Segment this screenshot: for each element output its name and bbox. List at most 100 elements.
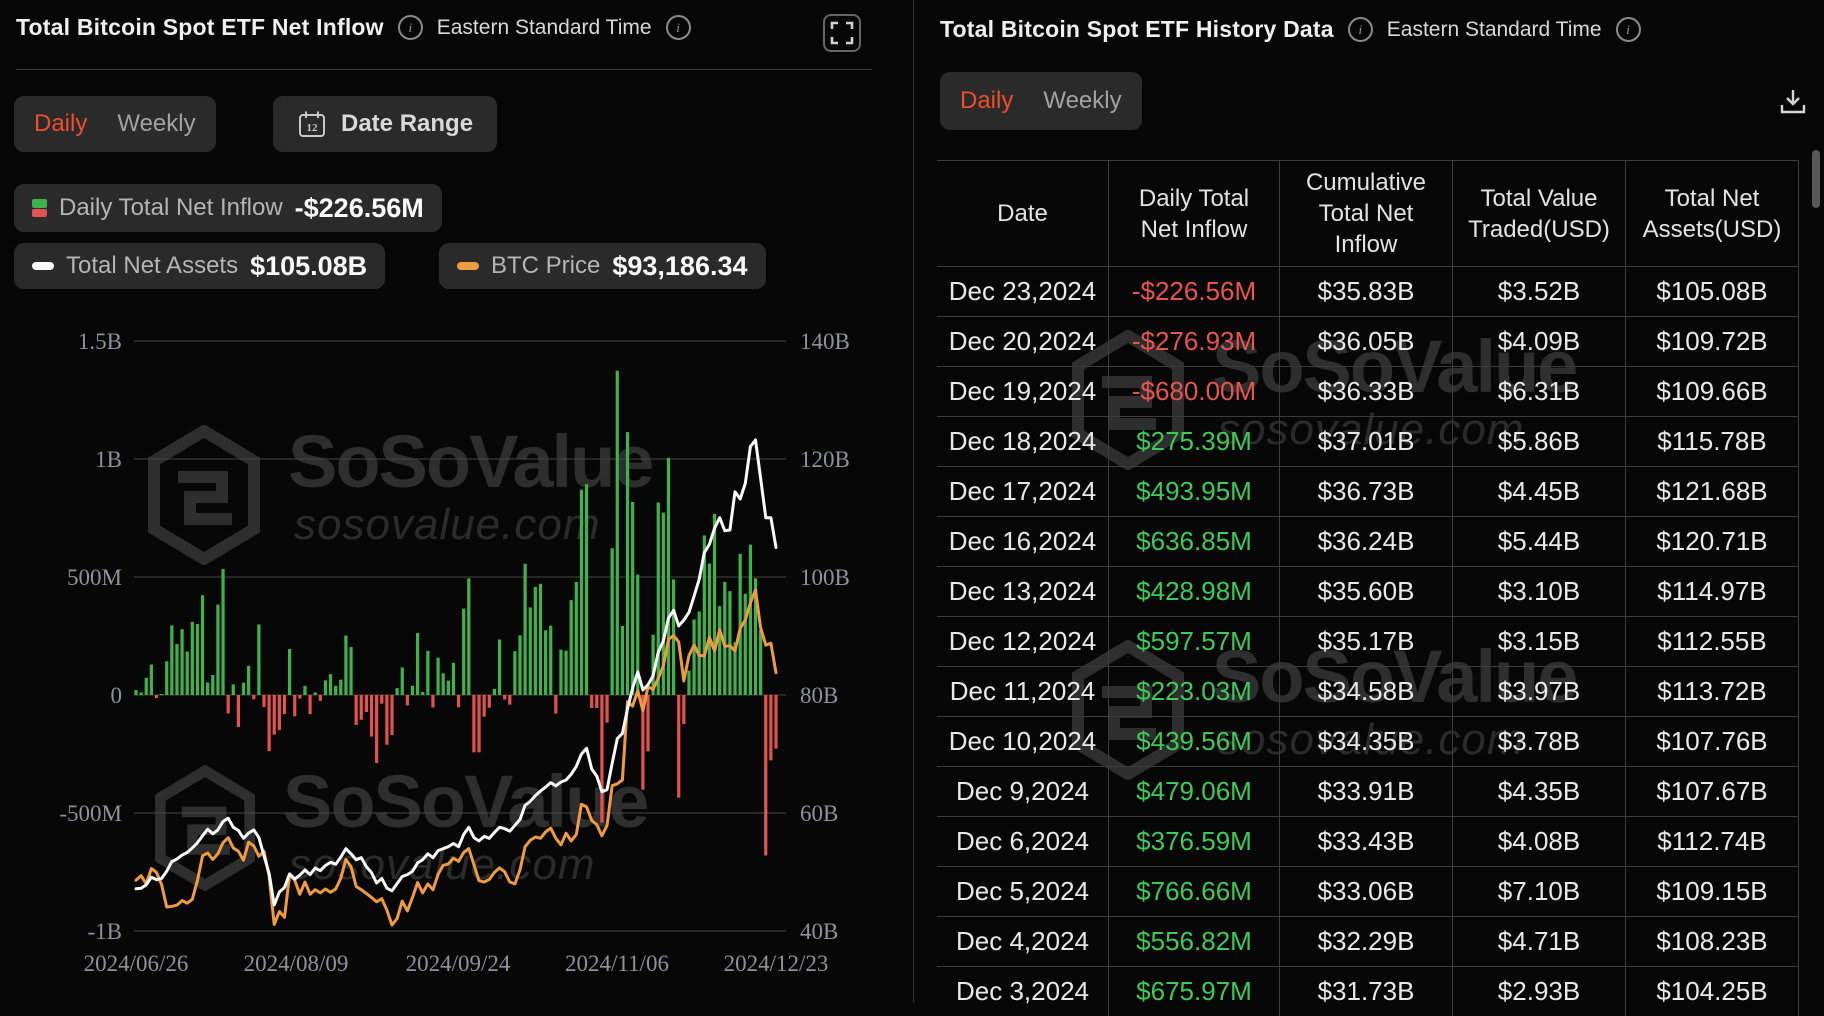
- table-cell: $597.57M: [1109, 616, 1280, 666]
- table-row-date: Dec 19,2024: [937, 366, 1109, 416]
- daily-net-inflow-bar: [272, 695, 276, 735]
- daily-net-inflow-bar: [600, 695, 604, 823]
- daily-net-inflow-bar: [359, 695, 363, 720]
- x-axis-tick: 2024/12/23: [724, 951, 829, 976]
- table-header-cell: Cumulative Total Net Inflow: [1280, 160, 1453, 266]
- daily-net-inflow-bar: [318, 695, 322, 701]
- daily-net-inflow-bar: [206, 682, 210, 695]
- tab-daily[interactable]: Daily: [960, 87, 1014, 114]
- total-net-assets-line: [134, 438, 778, 907]
- table-cell: $3.97B: [1453, 666, 1626, 716]
- daily-net-inflow-bar: [241, 682, 246, 695]
- daily-net-inflow-bar: [226, 695, 230, 714]
- daily-net-inflow-bar: [231, 684, 235, 695]
- daily-net-inflow-bar: [405, 695, 409, 706]
- table-cell: $33.43B: [1280, 816, 1453, 866]
- daily-net-inflow-bar: [743, 593, 747, 695]
- tab-weekly[interactable]: Weekly: [1043, 87, 1122, 114]
- table-cell: $115.78B: [1626, 416, 1799, 466]
- daily-net-inflow-bar: [410, 685, 415, 695]
- svg-text:12: 12: [307, 122, 319, 134]
- daily-net-inflow-bar: [707, 563, 712, 695]
- daily-net-inflow-bar: [195, 623, 200, 695]
- net-inflow-chart-area[interactable]: 1.5B 140B 1B 120B 500M 100B 0 80B -500M 60B -1B 40B…: [0, 0, 913, 1002]
- daily-net-inflow-bar: [144, 677, 148, 695]
- daily-net-inflow-bar: [436, 657, 440, 695]
- info-icon[interactable]: i: [397, 15, 423, 40]
- table-cell: $109.66B: [1626, 366, 1799, 416]
- fullscreen-icon[interactable]: [823, 14, 861, 52]
- table-cell: $113.72B: [1626, 666, 1799, 716]
- table-scrollbar[interactable]: [1812, 150, 1820, 208]
- y-axis-left-tick: 1.5B: [78, 329, 122, 354]
- daily-net-inflow-bar: [221, 568, 225, 695]
- daily-net-inflow-bar: [339, 679, 343, 695]
- daily-net-inflow-bar: [328, 674, 333, 695]
- table-row-date: Dec 5,2024: [937, 866, 1109, 916]
- daily-net-inflow-bar: [769, 695, 773, 761]
- tab-weekly[interactable]: Weekly: [117, 110, 196, 137]
- table-row-date: Dec 23,2024: [937, 266, 1109, 316]
- table-cell: $4.35B: [1453, 766, 1626, 816]
- daily-net-inflow-bar: [564, 650, 568, 695]
- table-cell: $376.59M: [1109, 816, 1280, 866]
- daily-net-inflow-bar: [390, 695, 394, 736]
- daily-net-inflow-bar: [682, 695, 686, 725]
- table-cell: $428.98M: [1109, 566, 1280, 616]
- table-row-date: Dec 4,2024: [937, 916, 1109, 966]
- daily-net-inflow-bar: [574, 581, 578, 695]
- daily-net-inflow-bar: [426, 650, 430, 695]
- info-icon[interactable]: i: [1347, 17, 1373, 42]
- legend-daily-net-inflow[interactable]: Daily Total Net Inflow -$226.56M: [14, 184, 442, 232]
- daily-net-inflow-bar: [303, 685, 307, 695]
- daily-net-inflow-bar: [200, 595, 205, 695]
- daily-net-inflow-bar: [559, 649, 563, 695]
- net-inflow-header: Total Bitcoin Spot ETF Net Inflow i East…: [16, 14, 691, 41]
- daily-net-inflow-bar: [753, 578, 758, 695]
- daily-net-inflow-bar: [579, 489, 584, 695]
- table-header-cell: Total Net Assets(USD): [1626, 160, 1799, 266]
- y-axis-right-tick: 100B: [800, 565, 850, 590]
- btc-line-icon: [457, 262, 479, 270]
- legend-btc-price[interactable]: BTC Price $93,186.34: [439, 243, 766, 289]
- daily-net-inflow-bar: [323, 680, 328, 695]
- daily-net-inflow-bar: [728, 591, 732, 695]
- table-cell: $3.10B: [1453, 566, 1626, 616]
- table-cell: $2.93B: [1453, 966, 1626, 1016]
- table-cell: $36.73B: [1280, 466, 1453, 516]
- daily-net-inflow-bar: [165, 661, 169, 695]
- tab-daily[interactable]: Daily: [34, 110, 88, 137]
- daily-net-inflow-bar: [149, 664, 153, 695]
- daily-net-inflow-bar: [252, 695, 256, 700]
- daily-net-inflow-bar: [636, 574, 640, 695]
- daily-net-inflow-bar: [277, 695, 281, 731]
- date-range-label: Date Range: [341, 110, 474, 137]
- page-title: Total Bitcoin Spot ETF Net Inflow: [16, 14, 384, 40]
- download-button[interactable]: [1775, 83, 1811, 119]
- daily-net-inflow-bar: [180, 629, 184, 695]
- legend-label: Daily Total Net Inflow: [59, 194, 283, 221]
- table-cell: $766.66M: [1109, 866, 1280, 916]
- daily-net-inflow-bar: [288, 648, 292, 695]
- daily-net-inflow-bar: [175, 644, 179, 695]
- daily-net-inflow-bar: [554, 695, 558, 714]
- info-icon[interactable]: i: [665, 15, 691, 40]
- timezone-label: Eastern Standard Time: [436, 15, 652, 39]
- daily-net-inflow-bar: [395, 688, 399, 695]
- date-range-button[interactable]: 12 Date Range: [273, 96, 498, 152]
- daily-net-inflow-bar: [533, 586, 537, 695]
- daily-net-inflow-bar: [610, 548, 614, 695]
- inflow-legend-icon: [32, 199, 47, 217]
- daily-net-inflow-bar: [723, 581, 727, 695]
- chart-period-tabs: Daily Weekly: [14, 96, 216, 152]
- daily-net-inflow-bar: [482, 695, 486, 717]
- legend-total-net-assets[interactable]: Total Net Assets $105.08B: [14, 243, 386, 289]
- table-cell: $35.83B: [1280, 266, 1453, 316]
- table-cell: $36.05B: [1280, 316, 1453, 366]
- table-cell: $223.03M: [1109, 666, 1280, 716]
- info-icon[interactable]: i: [1615, 17, 1641, 42]
- table-cell: $105.08B: [1626, 266, 1799, 316]
- assets-line-icon: [32, 262, 54, 270]
- daily-net-inflow-bar: [651, 634, 655, 695]
- table-cell: $112.55B: [1626, 616, 1799, 666]
